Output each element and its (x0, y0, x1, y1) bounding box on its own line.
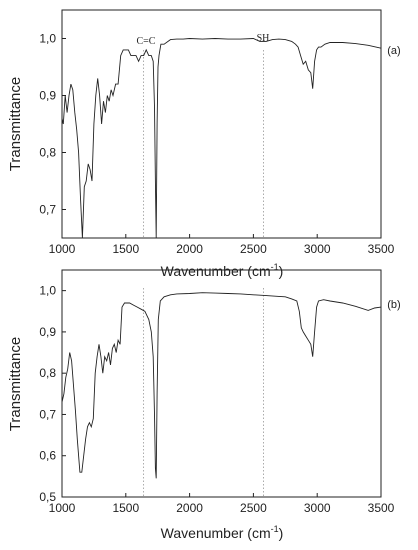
x-ticks-b: 1000 1500 2000 2500 3000 3500 (49, 493, 395, 515)
x-axis-label-b-close: ) (279, 525, 284, 541)
x-axis-label-b-sup: -1 (271, 524, 279, 534)
y-axis-label-a: Transmittance (7, 77, 24, 171)
y-tick-label: 0,7 (39, 203, 56, 217)
x-tick-label: 2000 (176, 242, 203, 256)
x-tick-label: 2500 (240, 242, 267, 256)
panel-label-a: (a) (387, 45, 400, 57)
x-tick-label: 2000 (176, 501, 203, 515)
y-axis-label-b: Transmittance (7, 337, 24, 431)
y-tick-label: 0,9 (39, 325, 56, 339)
y-tick-label: 0,5 (39, 490, 56, 504)
guide-lines-b (143, 288, 264, 497)
y-tick-label: 1,0 (39, 32, 56, 46)
annotation-cc: C=C (137, 36, 156, 47)
x-tick-label: 1000 (49, 242, 76, 256)
y-ticks-a: 0,7 0,8 0,9 1,0 (39, 32, 66, 217)
y-tick-label: 0,9 (39, 89, 56, 103)
x-axis-label-a-sup: -1 (271, 262, 279, 272)
plot-frame-a (61, 9, 382, 239)
y-tick-label: 0,7 (39, 407, 56, 421)
x-axis-label-a: Wavenumber (cm-1) (161, 262, 284, 279)
y-tick-label: 0,8 (39, 146, 56, 160)
x-tick-label: 1500 (112, 242, 139, 256)
x-tick-label: 2500 (240, 501, 267, 515)
x-axis-label-b: Wavenumber (cm-1) (161, 524, 284, 541)
spectrum-line-b (61, 292, 382, 479)
x-axis-label-b-base: Wavenumber (cm (161, 525, 271, 541)
y-tick-label: 0,6 (39, 449, 56, 463)
x-axis-label-a-close: ) (279, 263, 284, 279)
x-tick-label: 3500 (368, 242, 395, 256)
x-tick-label: 1500 (112, 501, 139, 515)
x-tick-label: 1000 (49, 501, 76, 515)
x-tick-label: 3000 (304, 501, 331, 515)
y-tick-label: 1,0 (39, 284, 56, 298)
y-ticks-b: 0,5 0,6 0,7 0,8 0,9 1,0 (39, 284, 66, 504)
panel-b: 0,5 0,6 0,7 0,8 0,9 1,0 1000 1500 2000 2500 3000 3… (7, 269, 401, 541)
guide-lines-a (143, 50, 264, 238)
y-tick-label: 0,8 (39, 366, 56, 380)
panel-a: 0,7 0,8 0,9 1,0 1000 1500 2000 2500 3000 3500 C=… (7, 9, 401, 279)
plot-frame-b (61, 269, 382, 498)
x-tick-label: 3500 (368, 501, 395, 515)
x-axis-label-a-base: Wavenumber (cm (161, 263, 271, 279)
panel-label-b: (b) (387, 299, 400, 311)
x-tick-label: 3000 (304, 242, 331, 256)
spectrum-line-a (61, 38, 382, 239)
x-ticks-a: 1000 1500 2000 2500 3000 3500 (49, 234, 395, 256)
annotation-sh: SH (257, 33, 270, 44)
